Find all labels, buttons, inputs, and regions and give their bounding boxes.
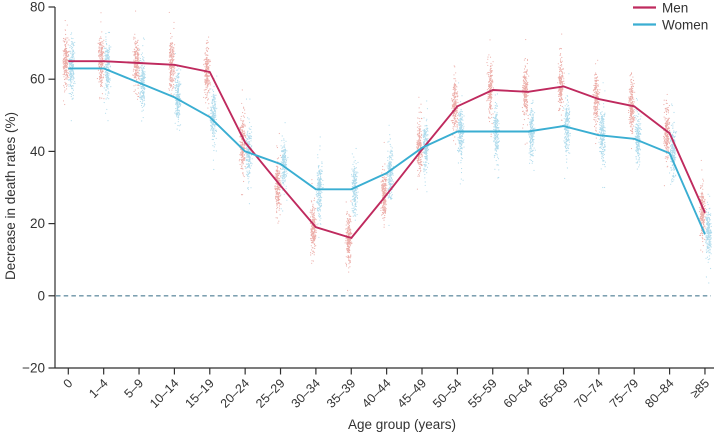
x-tick-label: 10–14 xyxy=(147,376,182,411)
x-axis-title: Age group (years) xyxy=(348,417,456,432)
x-tick-label: 65–69 xyxy=(536,376,571,411)
x-tick-label: 60–64 xyxy=(501,376,536,411)
y-tick-label: 80 xyxy=(30,0,45,15)
x-tick-label: 45–49 xyxy=(395,376,430,411)
x-tick-label: 55–59 xyxy=(465,376,500,411)
x-tick-label: 30–34 xyxy=(289,376,324,411)
x-tick-label: 15–19 xyxy=(182,376,217,411)
men-trend-line xyxy=(68,60,706,239)
legend-men-label: Men xyxy=(662,1,688,16)
x-tick-label: 25–29 xyxy=(253,376,288,411)
y-tick-label: 40 xyxy=(30,144,45,159)
y-tick-label: 60 xyxy=(30,72,45,87)
x-tick-label: 70–74 xyxy=(571,376,606,411)
y-tick-label: 0 xyxy=(37,288,45,303)
x-tick-label: 0 xyxy=(61,376,76,391)
x-tick-label: 1–4 xyxy=(86,376,111,401)
x-tick-label: 5–9 xyxy=(121,376,146,401)
y-tick-label: −20 xyxy=(22,361,45,376)
women-scatter-points xyxy=(67,31,713,284)
y-tick-label: 20 xyxy=(30,216,45,231)
men-scatter-points xyxy=(62,10,707,291)
y-axis-title: Decrease in death rates (%) xyxy=(3,112,18,280)
women-trend-line xyxy=(68,67,706,235)
x-tick-label: 50–54 xyxy=(430,376,465,411)
x-tick-label: 35–39 xyxy=(324,376,359,411)
x-tick-label: ≥85 xyxy=(688,376,713,401)
x-tick-label: 80–84 xyxy=(642,376,677,411)
x-tick-label: 20–24 xyxy=(218,376,253,411)
legend: Men Women xyxy=(633,1,708,33)
x-tick-label: 75–79 xyxy=(607,376,642,411)
legend-women-label: Women xyxy=(662,18,708,33)
x-tick-label: 40–44 xyxy=(359,376,394,411)
